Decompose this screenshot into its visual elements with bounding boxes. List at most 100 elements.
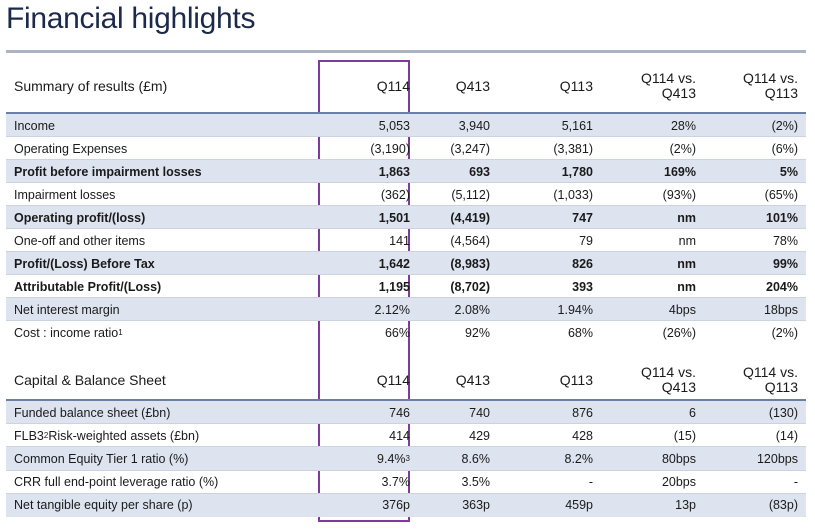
value-text: 78%	[772, 233, 798, 248]
value-text: (2%)	[771, 118, 798, 133]
value-text: 459p	[565, 498, 593, 513]
summary-header-text: Q413	[455, 78, 490, 94]
capital-header-text: Q114 vs. Q413	[641, 364, 696, 395]
summary-header-cell: Q113	[506, 60, 593, 112]
summary-row-value: 693	[421, 160, 490, 183]
value-text: (130)	[768, 405, 798, 420]
value-text: 101%	[766, 210, 798, 225]
summary-row-value: 101%	[706, 206, 798, 229]
label-text: CRR full end-point leverage ratio (%)	[14, 475, 219, 490]
row-separator	[6, 159, 806, 160]
capital-row-value: 414	[316, 424, 410, 447]
summary-row-value: (2%)	[606, 137, 696, 160]
summary-row-value: 99%	[706, 252, 798, 275]
value-text: (5,112)	[451, 187, 490, 202]
summary-header-rule	[6, 112, 806, 114]
row-separator	[6, 320, 806, 321]
value-text: 5,053	[378, 118, 410, 133]
capital-row-value: 740	[421, 401, 490, 424]
value-text: nm	[677, 279, 696, 294]
value-text: 2.08%	[454, 302, 490, 317]
summary-row-value: (8,983)	[421, 252, 490, 275]
value-text: nm	[677, 210, 696, 225]
summary-row-label: Operating Expenses	[14, 137, 314, 160]
summary-row-value: 4bps	[606, 298, 696, 321]
value-text: (3,190)	[370, 141, 410, 156]
row-separator	[6, 205, 806, 206]
capital-row-value: 6	[606, 401, 696, 424]
summary-row-value: 1.94%	[506, 298, 593, 321]
value-text: 5%	[779, 164, 798, 179]
summary-header-cell: Q114 vs. Q113	[706, 60, 798, 112]
value-text: -	[793, 475, 798, 490]
value-text: 13p	[675, 498, 696, 513]
summary-row-value: nm	[606, 206, 696, 229]
capital-row-value: 428	[506, 424, 593, 447]
summary-row-label: Operating profit/(loss)	[14, 206, 314, 229]
value-text: 8.2%	[564, 451, 594, 466]
capital-header-cell: Q113	[506, 354, 593, 406]
summary-row-value: 1,780	[506, 160, 593, 183]
summary-row-value: 169%	[606, 160, 696, 183]
value-text: (4,564)	[450, 233, 490, 248]
summary-row-value: 79	[506, 229, 593, 252]
summary-row-value: (3,190)	[316, 137, 410, 160]
summary-row-value: 1,642	[316, 252, 410, 275]
value-text: 99%	[772, 256, 798, 271]
value-text: 79	[579, 233, 593, 248]
summary-row-label: Attributable Profit/(Loss)	[14, 275, 314, 298]
title-divider	[6, 50, 806, 53]
value-text: 5,161	[561, 118, 593, 133]
summary-row-label: One-off and other items	[14, 229, 314, 252]
row-separator	[6, 469, 806, 471]
summary-row-value: (4,564)	[421, 229, 490, 252]
summary-row-value: 1,863	[316, 160, 410, 183]
capital-row-value: 876	[506, 401, 593, 424]
summary-row-value: (65%)	[706, 183, 798, 206]
value-text: -	[588, 475, 593, 490]
value-text: (1,033)	[553, 187, 593, 202]
value-text: 376p	[382, 498, 410, 513]
row-separator	[6, 136, 806, 137]
summary-header-text: Q114	[376, 78, 410, 94]
value-text: 414	[389, 428, 410, 443]
summary-row: Income 5,053 3,940 5,161 28% (2%)	[6, 114, 806, 137]
value-text: nm	[678, 233, 696, 248]
capital-row-value: 8.6%	[421, 447, 491, 470]
value-text: 1,195	[378, 279, 410, 294]
capital-row: Common Equity Tier 1 ratio (%) 9.4% 3 8.6% 8…	[6, 447, 806, 471]
summary-row-value: 141	[316, 229, 410, 252]
value-text: 1,780	[561, 164, 593, 179]
summary-row-value: (2%)	[706, 114, 798, 137]
value-text: 28%	[670, 118, 696, 133]
value-text: 1,642	[378, 256, 410, 271]
capital-row-label: Funded balance sheet (£bn)	[14, 401, 314, 424]
summary-row-value: 3,940	[421, 114, 490, 137]
summary-header-text: Q114 vs. Q113	[743, 70, 798, 101]
summary-row-value: 1,195	[316, 275, 410, 298]
summary-row: Attributable Profit/(Loss) 1,195 (8,702) 39…	[6, 275, 806, 298]
value-text: 80bps	[661, 451, 696, 466]
label-text: Risk-weighted assets (£bn)	[48, 428, 200, 443]
label-text: Impairment losses	[14, 187, 116, 202]
summary-row: Cost : income ratio 1 66% 92% 68% (26%) (2%)	[6, 321, 806, 344]
capital-row-value: 376p	[316, 494, 410, 517]
label-text: Net tangible equity per share (p)	[14, 498, 193, 513]
capital-row-value: 429	[421, 424, 490, 447]
summary-row-value: (93%)	[606, 183, 696, 206]
capital-row-value: 80bps	[606, 447, 696, 470]
value-text: (8,983)	[450, 256, 490, 271]
value-text: (2%)	[669, 141, 696, 156]
value-text: 740	[469, 405, 490, 420]
capital-header-cell: Q413	[421, 354, 490, 406]
capital-header-text: Q114	[376, 372, 410, 388]
capital-row-label: Net tangible equity per share (p)	[14, 494, 314, 517]
value-text: (4,419)	[450, 210, 490, 225]
capital-row-value: (15)	[606, 424, 696, 447]
summary-row: Profit/(Loss) Before Tax 1,642 (8,983) 826 n…	[6, 252, 806, 275]
value-text: 92%	[464, 325, 490, 340]
summary-row: Net interest margin 2.12% 2.08% 1.94% 4bps 18…	[6, 298, 806, 321]
summary-row-value: 92%	[421, 321, 490, 344]
summary-row-label: Impairment losses	[14, 183, 314, 206]
capital-row-value: -	[706, 471, 798, 494]
